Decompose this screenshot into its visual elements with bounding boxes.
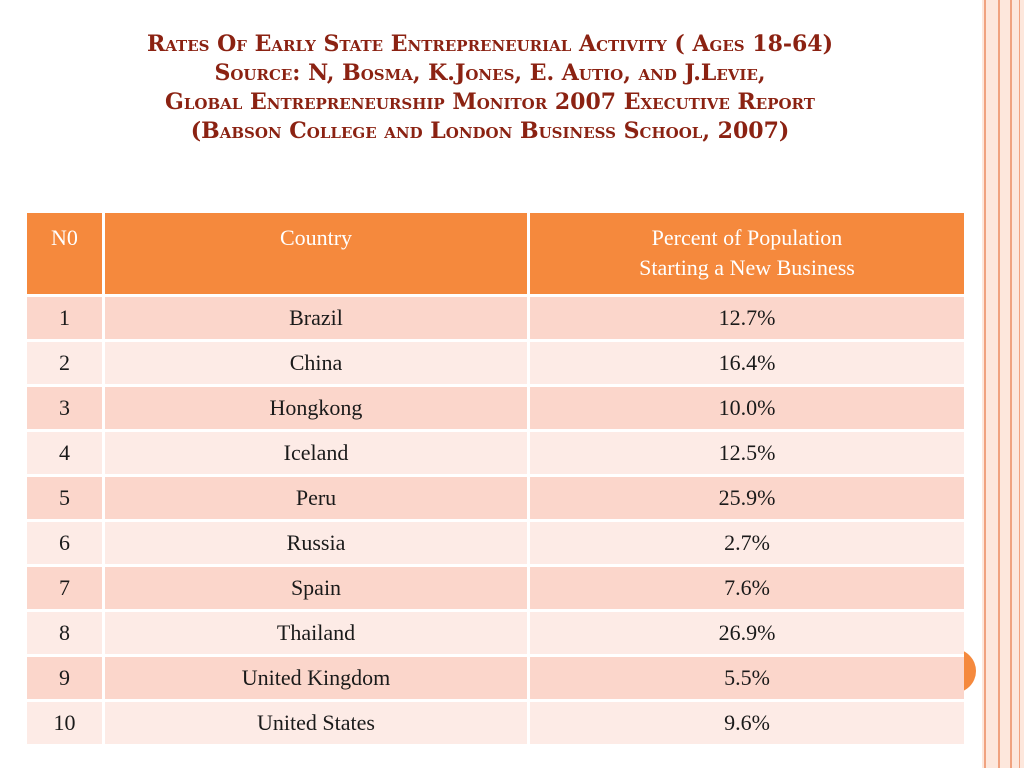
cell-no: 3: [27, 385, 105, 432]
title-line-1: Rates Of Early State Entrepreneurial Act…: [146, 31, 834, 57]
header-no: N0: [27, 213, 105, 297]
cell-no: 5: [27, 475, 105, 522]
table-row: 6 Russia 2.7%: [27, 520, 964, 567]
cell-country: Hongkong: [103, 385, 530, 432]
entrepreneurship-table: N0 Country Percent of Population Startin…: [27, 213, 964, 747]
cell-no: 8: [27, 610, 105, 657]
header-percent-line2: Starting a New Business: [639, 255, 855, 280]
table-row: 3 Hongkong 10.0%: [27, 385, 964, 432]
cell-country: Iceland: [103, 430, 530, 477]
cell-no: 10: [27, 700, 105, 747]
cell-country: Thailand: [103, 610, 530, 657]
table-row: 1 Brazil 12.7%: [27, 295, 964, 342]
cell-no: 9: [27, 655, 105, 702]
table-row: 8 Thailand 26.9%: [27, 610, 964, 657]
table-row: 5 Peru 25.9%: [27, 475, 964, 522]
cell-percent: 5.5%: [528, 655, 964, 702]
stripe-line: [1019, 0, 1020, 768]
cell-percent: 16.4%: [528, 340, 964, 387]
cell-percent: 25.9%: [528, 475, 964, 522]
table-row: 7 Spain 7.6%: [27, 565, 964, 612]
title-line-3: Global Entrepreneurship Monitor 2007 Exe…: [165, 89, 815, 115]
title-line-2: Source: N, Bosma, K.Jones, E. Autio, and…: [214, 60, 766, 86]
stripe-line: [1010, 0, 1012, 768]
cell-country: Russia: [103, 520, 530, 567]
cell-percent: 12.7%: [528, 295, 964, 342]
table-row: 4 Iceland 12.5%: [27, 430, 964, 477]
cell-country: Peru: [103, 475, 530, 522]
cell-no: 2: [27, 340, 105, 387]
cell-percent: 7.6%: [528, 565, 964, 612]
cell-country: United States: [103, 700, 530, 747]
slide-title: Rates Of Early State Entrepreneurial Act…: [20, 30, 960, 146]
header-country: Country: [103, 213, 530, 297]
title-line-4: (Babson College and London Business Scho…: [190, 118, 790, 144]
stripe-line: [998, 0, 1000, 768]
cell-country: United Kingdom: [103, 655, 530, 702]
table-body: 1 Brazil 12.7% 2 China 16.4% 3 Hongkong 10.0% 4 Ic…: [27, 295, 964, 747]
cell-percent: 12.5%: [528, 430, 964, 477]
cell-no: 7: [27, 565, 105, 612]
cell-percent: 26.9%: [528, 610, 964, 657]
cell-country: China: [103, 340, 530, 387]
table-row: 2 China 16.4%: [27, 340, 964, 387]
header-percent: Percent of Population Starting a New Bus…: [528, 213, 964, 297]
table-header-row: N0 Country Percent of Population Startin…: [27, 213, 964, 297]
cell-no: 6: [27, 520, 105, 567]
header-percent-line1: Percent of Population: [651, 225, 843, 250]
cell-percent: 2.7%: [528, 520, 964, 567]
cell-no: 1: [27, 295, 105, 342]
cell-country: Spain: [103, 565, 530, 612]
cell-no: 4: [27, 430, 105, 477]
table-row: 10 United States 9.6%: [27, 700, 964, 747]
stripe-line: [984, 0, 986, 768]
cell-country: Brazil: [103, 295, 530, 342]
table-row: 9 United Kingdom 5.5%: [27, 655, 964, 702]
decorative-right-stripes: [982, 0, 1024, 768]
cell-percent: 9.6%: [528, 700, 964, 747]
cell-percent: 10.0%: [528, 385, 964, 432]
